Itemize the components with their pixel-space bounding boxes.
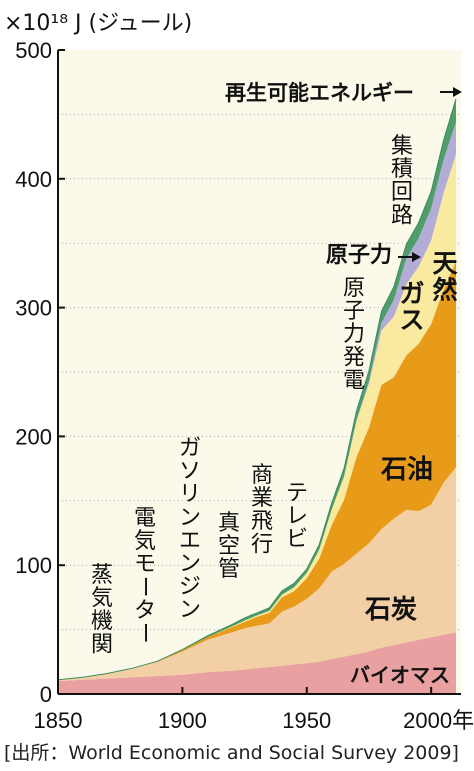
annotation-電気モーター-char: 気 xyxy=(134,529,156,554)
x-tick-label: 1850 xyxy=(34,708,83,733)
annotation-テレビ-char: テ xyxy=(286,481,308,506)
annotation-商業飛行-char: 行 xyxy=(251,532,273,557)
series-label-biomass: バイオマス xyxy=(350,663,450,687)
annotation-ガソリンエンジン-char: ガ xyxy=(179,436,201,461)
renewable-arrow-head xyxy=(453,87,462,97)
gas-label-col1-char: 然 xyxy=(432,275,457,304)
annotation-テレビ-char: レ xyxy=(286,504,308,529)
annotation-ガソリンエンジン-char: ン xyxy=(179,552,201,577)
annotation-蒸気機関-char: 気 xyxy=(91,586,113,611)
gas-label-col2-char: ガ xyxy=(399,279,424,308)
annotation-電気モーター-char: ー xyxy=(131,622,156,644)
annotation-原子力発電-char: 原 xyxy=(343,276,365,301)
annotation-蒸気機関-char: 関 xyxy=(91,632,113,657)
stacked-areas xyxy=(57,98,457,694)
area-石油 xyxy=(58,261,456,680)
area-石炭 xyxy=(58,467,456,682)
y-tick-label: 100 xyxy=(15,553,52,578)
annotation-集積回路-char: 回 xyxy=(391,180,413,205)
annotation-商業飛行-char: 飛 xyxy=(251,509,273,534)
y-tick-label: 300 xyxy=(15,296,52,321)
gas-label-col2: ガス xyxy=(399,279,424,334)
annotation-真空管-char: 真 xyxy=(218,511,240,536)
area-バイオマス xyxy=(58,632,456,694)
annotation-商業飛行-char: 商 xyxy=(251,463,273,488)
annotation-集積回路-char: 集 xyxy=(391,134,413,159)
gas-label-col1: 天然 xyxy=(432,249,457,304)
x-axis-ticks: 1850 1900 1950 2000年 xyxy=(34,687,474,733)
annotation-原子力発電-char: 子 xyxy=(343,299,365,324)
source-note: [出所：World Economic and Social Survey 200… xyxy=(4,742,459,764)
annotation-商業飛行-char: 業 xyxy=(251,486,273,511)
y-tick-label: 200 xyxy=(15,424,52,449)
y-axis-ticks: 0 100 200 300 400 500 xyxy=(15,38,65,707)
annotation-原子力発電-char: 電 xyxy=(343,368,365,393)
annotation-真空管: 真空管 xyxy=(218,511,240,582)
x-tick-label: 1950 xyxy=(282,708,331,733)
series-label-renewable: 再生可能エネルギー xyxy=(225,81,414,105)
annotation-蒸気機関-char: 蒸 xyxy=(91,563,113,588)
annotation-集積回路-char: 積 xyxy=(391,157,413,182)
annotation-ガソリンエンジン-char: ソ xyxy=(179,459,201,484)
annotation-原子力発電-char: 力 xyxy=(343,322,365,347)
annotation-真空管-char: 空 xyxy=(218,534,240,559)
axes xyxy=(57,50,461,695)
annotation-ガソリンエンジン-char: ジ xyxy=(179,575,201,600)
annotation-真空管-char: 管 xyxy=(218,557,240,582)
unit-label: ×10¹⁸ J (ジュール) xyxy=(4,11,192,36)
nuclear-arrow-head xyxy=(412,252,421,262)
annotation-電気モーター-char: 電 xyxy=(134,506,156,531)
annotation-電気モーター-char: ー xyxy=(131,576,156,598)
annotation-蒸気機関-char: 機 xyxy=(91,609,113,634)
series-label-coal: 石炭 xyxy=(364,595,417,625)
annotation-集積回路-char: 路 xyxy=(391,203,413,228)
x-tick-label: 2000年 xyxy=(403,708,474,733)
series-label-nuclear: 原子力 xyxy=(326,243,392,268)
annotation-テレビ: テレビ xyxy=(286,481,308,552)
annotation-テレビ-char: ビ xyxy=(286,527,308,552)
y-tick-label: 0 xyxy=(40,682,52,707)
annotation-電気モーター-char: タ xyxy=(134,598,156,623)
y-tick-label: 500 xyxy=(15,38,52,63)
gas-label-col2-char: ス xyxy=(399,305,424,334)
gas-label-col1-char: 天 xyxy=(432,249,457,278)
y-tick-label: 400 xyxy=(15,167,52,192)
total-outline xyxy=(57,98,457,681)
annotation-ガソリンエンジン-char: エ xyxy=(179,528,201,553)
annotation-原子力発電-char: 発 xyxy=(343,345,365,370)
annotation-電気モーター-char: モ xyxy=(134,552,156,577)
annotation-ガソリンエンジン-char: ン xyxy=(179,505,201,530)
series-label-oil: 石油 xyxy=(380,455,433,485)
annotation-ガソリンエンジン-char: リ xyxy=(179,482,201,507)
x-tick-label: 1900 xyxy=(158,708,207,733)
annotation-ガソリンエンジン-char: ン xyxy=(179,598,201,623)
